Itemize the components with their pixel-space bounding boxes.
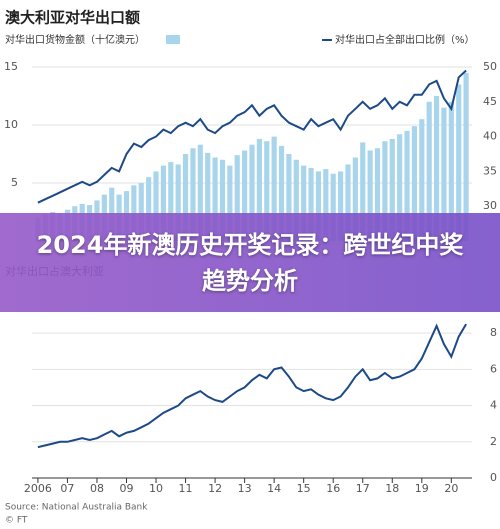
bar bbox=[278, 145, 285, 241]
bar bbox=[160, 165, 166, 241]
legend-label: 对华出口占全部出口比例（%） bbox=[335, 33, 475, 46]
y2-tick-label: 8 bbox=[490, 326, 497, 339]
banner-title: 2024年新澳历史开奖记录：跨世纪中奖趋势分析 bbox=[36, 230, 464, 295]
bar bbox=[338, 171, 344, 241]
x-tick-label: 20 bbox=[444, 482, 458, 495]
bar bbox=[242, 150, 248, 241]
bar bbox=[352, 157, 358, 241]
bar bbox=[249, 144, 255, 241]
y2-tick-label: 2 bbox=[490, 435, 497, 448]
x-tick-label: 14 bbox=[267, 482, 281, 495]
bar bbox=[301, 165, 307, 241]
bar bbox=[397, 134, 403, 241]
y2-tick-label: 30 bbox=[483, 199, 497, 212]
x-tick-label: 09 bbox=[119, 482, 133, 495]
bar bbox=[168, 162, 174, 241]
bar bbox=[219, 159, 226, 241]
bar bbox=[323, 169, 329, 241]
bar bbox=[256, 138, 262, 241]
x-tick-label: 10 bbox=[149, 482, 163, 495]
bar bbox=[419, 119, 425, 241]
bar bbox=[389, 138, 395, 241]
bar bbox=[293, 159, 299, 241]
bar bbox=[367, 150, 373, 241]
bar bbox=[175, 164, 181, 241]
x-tick-label: 12 bbox=[208, 482, 222, 495]
x-tick-label: 16 bbox=[326, 482, 340, 495]
banner: 2024年新澳历史开奖记录：跨世纪中奖趋势分析 bbox=[0, 213, 500, 312]
bar bbox=[463, 72, 469, 241]
y2-tick-label: 6 bbox=[490, 362, 497, 375]
y-tick-label: 10 bbox=[4, 118, 18, 131]
bar bbox=[404, 130, 410, 241]
y-tick-label: 15 bbox=[4, 60, 18, 73]
legend-swatch bbox=[166, 35, 180, 44]
x-tick-label: 11 bbox=[179, 482, 193, 495]
bar bbox=[330, 173, 336, 241]
bar bbox=[197, 144, 203, 241]
bar bbox=[441, 107, 447, 241]
bar bbox=[360, 142, 366, 241]
x-tick-label: 15 bbox=[297, 482, 311, 495]
bar bbox=[448, 101, 454, 241]
bar bbox=[264, 141, 270, 241]
y2-tick-label: 0 bbox=[490, 471, 497, 484]
bar bbox=[426, 101, 432, 241]
x-tick-label: 13 bbox=[238, 482, 252, 495]
bar bbox=[433, 96, 440, 241]
y2-tick-label: 40 bbox=[483, 130, 497, 143]
chart-title: 澳大利亚对华出口额 bbox=[5, 9, 140, 27]
bar bbox=[234, 155, 240, 241]
bar bbox=[138, 183, 144, 241]
bar bbox=[227, 165, 233, 241]
x-tick-label: 17 bbox=[356, 482, 370, 495]
bar bbox=[153, 171, 159, 241]
x-tick-label: 07 bbox=[60, 482, 74, 495]
bar bbox=[146, 177, 152, 241]
y2-tick-label: 50 bbox=[483, 60, 497, 73]
y2-tick-label: 4 bbox=[490, 399, 497, 412]
bar bbox=[345, 164, 351, 241]
bar bbox=[286, 154, 292, 241]
legend-label: 对华出口货物金额（十亿澳元） bbox=[5, 33, 145, 46]
x-tick-label: 18 bbox=[385, 482, 399, 495]
credit: © FT bbox=[5, 516, 28, 526]
bar bbox=[456, 84, 462, 242]
line bbox=[37, 69, 467, 204]
bar bbox=[271, 136, 277, 241]
bar bbox=[190, 148, 196, 241]
x-tick-label: 08 bbox=[90, 482, 104, 495]
x-tick-label: 2006 bbox=[24, 482, 52, 495]
source: Source: National Australia Bank bbox=[5, 503, 148, 513]
bar bbox=[308, 167, 314, 241]
bar bbox=[212, 157, 218, 241]
y2-tick-label: 35 bbox=[483, 164, 497, 177]
x-tick-label: 19 bbox=[415, 482, 429, 495]
bar bbox=[382, 141, 388, 241]
bar bbox=[205, 152, 211, 241]
bar bbox=[411, 126, 417, 241]
line bbox=[37, 323, 467, 449]
y2-tick-label: 45 bbox=[483, 95, 497, 108]
bar bbox=[374, 148, 381, 241]
bar bbox=[182, 154, 189, 241]
y-tick-label: 5 bbox=[11, 176, 18, 189]
bar bbox=[315, 171, 322, 241]
